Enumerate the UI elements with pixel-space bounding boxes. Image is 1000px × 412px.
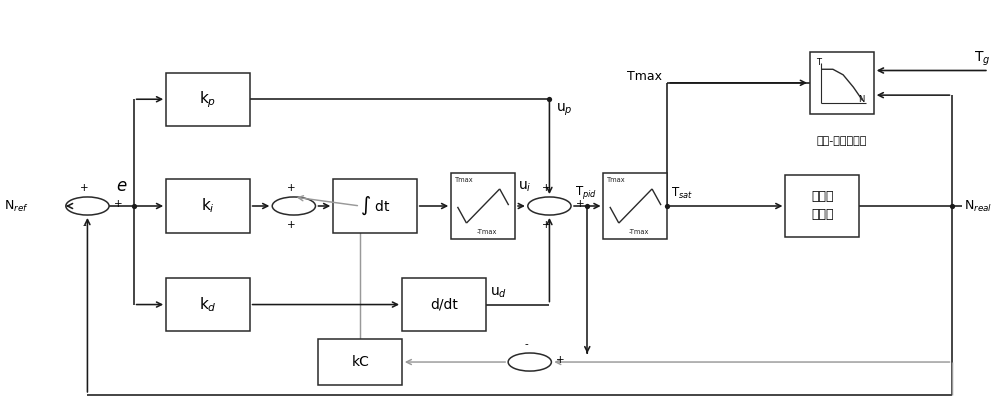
Text: u$_d$: u$_d$	[490, 285, 508, 300]
Text: -Tmax: -Tmax	[629, 229, 649, 235]
Text: Tmax: Tmax	[455, 177, 474, 183]
Text: T$_{pid}$: T$_{pid}$	[575, 184, 597, 201]
Text: 电机驱
动系统: 电机驱 动系统	[811, 190, 833, 222]
Text: 转速-转矩包络线: 转速-转矩包络线	[817, 136, 867, 146]
Text: +: +	[556, 356, 565, 365]
Bar	[785, 175, 859, 237]
Bar	[166, 73, 250, 126]
Bar	[402, 278, 486, 331]
Text: Tmax: Tmax	[607, 177, 626, 183]
Text: +: +	[114, 199, 123, 209]
Bar	[333, 179, 417, 233]
Text: k$_p$: k$_p$	[199, 89, 216, 110]
Text: -Tmax: -Tmax	[477, 229, 497, 235]
Text: N$_{real}$: N$_{real}$	[964, 199, 992, 213]
Text: T$_g$: T$_g$	[974, 50, 991, 68]
Text: d/dt: d/dt	[430, 297, 458, 311]
Bar	[166, 179, 250, 233]
Bar	[166, 278, 250, 331]
Text: kC: kC	[351, 355, 369, 369]
Text: +: +	[80, 183, 89, 193]
Text: $\int$ dt: $\int$ dt	[360, 195, 390, 217]
Text: u$_i$: u$_i$	[518, 179, 532, 194]
Text: +: +	[287, 220, 295, 230]
Text: +: +	[287, 183, 295, 193]
Text: N: N	[858, 95, 864, 104]
Bar	[318, 339, 402, 385]
Text: +: +	[542, 183, 551, 193]
Text: -: -	[83, 220, 86, 230]
Text: T: T	[816, 58, 821, 67]
Bar	[603, 173, 667, 239]
Text: u$_p$: u$_p$	[556, 101, 573, 117]
Text: T$_{sat}$: T$_{sat}$	[671, 186, 693, 201]
Text: k$_d$: k$_d$	[199, 295, 217, 314]
Bar	[451, 173, 515, 239]
Text: Tmax: Tmax	[627, 70, 662, 83]
Text: +: +	[542, 220, 551, 230]
Text: -: -	[525, 339, 529, 349]
Text: k$_i$: k$_i$	[201, 197, 215, 215]
Text: +: +	[576, 199, 585, 209]
Text: e: e	[116, 176, 126, 194]
Text: N$_{ref}$: N$_{ref}$	[4, 199, 28, 213]
Bar	[810, 52, 874, 114]
